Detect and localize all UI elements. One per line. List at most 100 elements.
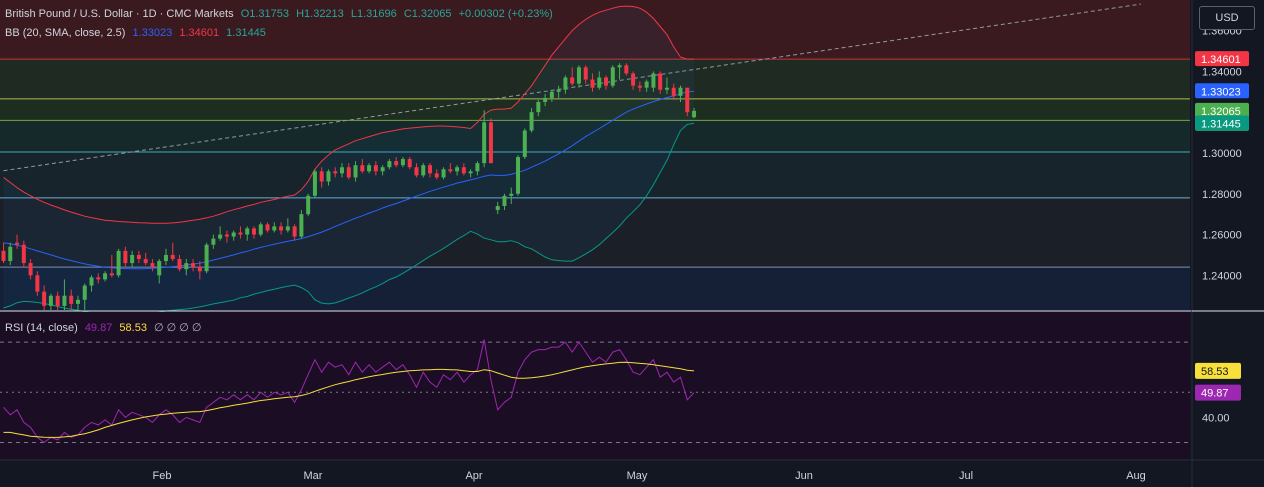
candle-body bbox=[685, 87, 690, 113]
candle-body bbox=[163, 254, 168, 262]
candle bbox=[502, 193, 507, 211]
candle bbox=[333, 167, 338, 178]
time-axis-label: Jul bbox=[959, 470, 973, 482]
candle-body bbox=[89, 277, 94, 286]
candle-body bbox=[319, 171, 324, 182]
candle bbox=[664, 77, 669, 94]
candle-body bbox=[394, 161, 399, 166]
candle bbox=[563, 75, 568, 94]
candle bbox=[380, 165, 385, 176]
candle-body bbox=[495, 205, 500, 211]
candle-body bbox=[184, 263, 189, 270]
price-zone bbox=[0, 98, 1190, 121]
candle bbox=[21, 240, 26, 268]
candle-body bbox=[177, 259, 182, 270]
candle bbox=[143, 252, 148, 266]
candle bbox=[184, 259, 189, 276]
candle-body bbox=[380, 167, 385, 172]
rsi-value-label: 58.53 bbox=[1195, 362, 1241, 379]
candle bbox=[82, 283, 87, 310]
candle-body bbox=[360, 165, 365, 172]
candle-body bbox=[136, 254, 141, 260]
candle bbox=[130, 250, 135, 268]
rsi-ma-line bbox=[3, 361, 695, 438]
candle bbox=[28, 259, 33, 280]
candle bbox=[272, 222, 277, 233]
candle-body bbox=[407, 159, 412, 168]
candle-body bbox=[326, 171, 331, 182]
candle-body bbox=[35, 275, 40, 292]
candle-body bbox=[617, 65, 622, 68]
rsi-legend[interactable]: RSI (14, close) 49.87 58.53 ∅ ∅ ∅ ∅ bbox=[5, 321, 206, 334]
candle-body bbox=[549, 91, 554, 98]
candle-body bbox=[245, 228, 250, 235]
candle bbox=[617, 63, 622, 80]
price-axis-bg bbox=[1192, 0, 1264, 487]
main-legend[interactable]: British Pound / U.S. Dollar · 1D · CMC M… bbox=[5, 8, 557, 20]
candle bbox=[387, 159, 392, 170]
candle-body bbox=[664, 87, 669, 90]
candle bbox=[96, 273, 101, 284]
bb-legend[interactable]: BB (20, SMA, close, 2.5) 1.33023 1.34601… bbox=[5, 27, 270, 39]
candle bbox=[651, 71, 656, 92]
candle bbox=[245, 226, 250, 241]
candle-body bbox=[475, 163, 480, 172]
price-label-box bbox=[1195, 51, 1249, 67]
candle-body bbox=[157, 261, 162, 276]
rsi-tick-label: 40.00 bbox=[1202, 412, 1230, 424]
price-label-box bbox=[1195, 83, 1249, 99]
candle-body bbox=[516, 157, 521, 194]
candle bbox=[218, 226, 223, 241]
candle bbox=[306, 193, 311, 217]
rsi-extra-values: ∅ ∅ ∅ ∅ bbox=[154, 322, 202, 334]
price-label-box bbox=[1195, 115, 1249, 131]
candle bbox=[367, 163, 372, 174]
rsi-pane[interactable] bbox=[0, 312, 1190, 460]
candle bbox=[475, 161, 480, 176]
currency-button[interactable]: USD bbox=[1199, 6, 1255, 30]
candle-body bbox=[211, 238, 216, 245]
candle-body bbox=[265, 224, 270, 231]
candle-body bbox=[62, 295, 67, 306]
price-label: 1.34601 bbox=[1195, 51, 1249, 67]
candle-body bbox=[103, 273, 108, 280]
candle-body bbox=[536, 101, 541, 113]
candle-body bbox=[522, 130, 527, 158]
price-zone bbox=[0, 120, 1190, 152]
candle-body bbox=[116, 250, 121, 276]
candle bbox=[441, 167, 446, 180]
time-axis-label: Aug bbox=[1126, 470, 1146, 482]
candle bbox=[42, 285, 47, 310]
candle-body bbox=[488, 122, 493, 164]
candle bbox=[157, 259, 162, 284]
price-label: 1.33023 bbox=[1195, 83, 1249, 99]
bb-fill bbox=[3, 6, 694, 316]
candle bbox=[482, 110, 487, 168]
candle-body bbox=[75, 299, 80, 304]
candle bbox=[353, 161, 358, 182]
candle-body bbox=[130, 254, 135, 264]
candle-body bbox=[272, 226, 277, 231]
candle-body bbox=[238, 232, 243, 235]
candle bbox=[103, 271, 108, 282]
change-value: +0.00302 (+0.23%) bbox=[458, 8, 553, 20]
candle-body bbox=[55, 295, 60, 306]
candle bbox=[428, 163, 433, 178]
candle bbox=[414, 163, 419, 178]
candle-body bbox=[312, 171, 317, 196]
candle bbox=[109, 254, 114, 278]
candle-body bbox=[21, 244, 26, 264]
candle-body bbox=[224, 234, 229, 237]
rsi-ma-value: 58.53 bbox=[119, 322, 147, 334]
candle-body bbox=[42, 291, 47, 306]
candle-body bbox=[109, 273, 114, 276]
rsi-background bbox=[0, 312, 1190, 460]
candle-body bbox=[441, 169, 446, 178]
candle-body bbox=[570, 77, 575, 84]
candle bbox=[373, 161, 378, 176]
candle bbox=[583, 65, 588, 84]
candle-body bbox=[82, 285, 87, 300]
